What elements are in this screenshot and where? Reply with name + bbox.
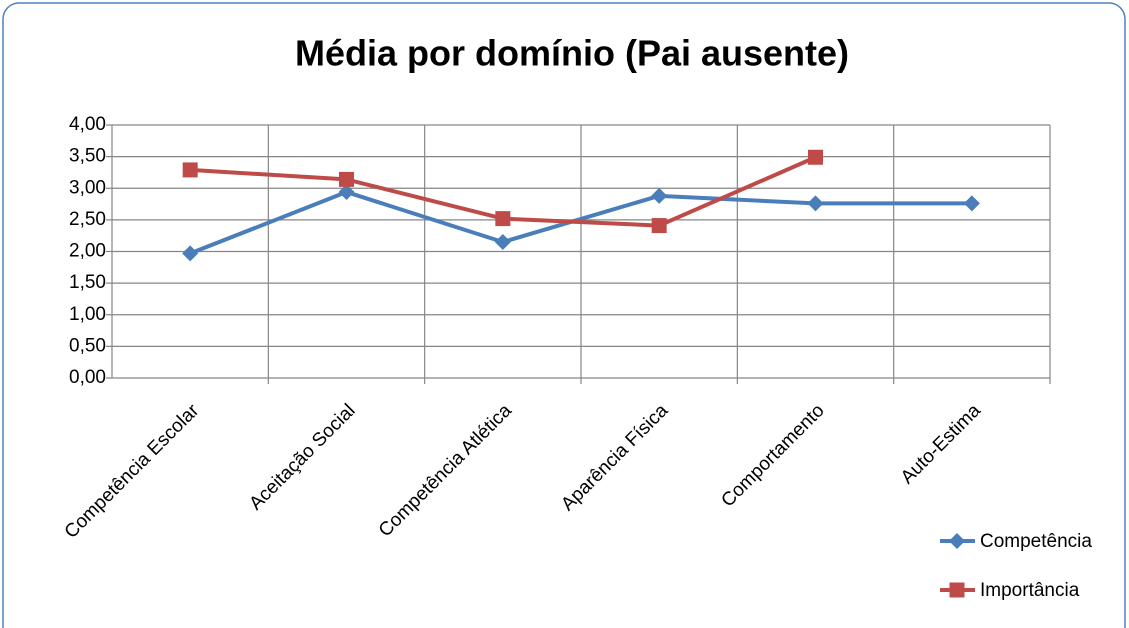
data-point	[494, 234, 511, 251]
y-tick-label: 2,50	[69, 209, 106, 230]
y-tick-label: 0,50	[69, 335, 106, 356]
data-point	[495, 211, 511, 227]
y-tick-label: 1,50	[69, 272, 106, 293]
legend-marker	[949, 533, 965, 549]
y-tick-label: 3,00	[69, 177, 106, 198]
legend-marker	[949, 582, 965, 598]
data-point	[182, 162, 198, 178]
data-point	[182, 245, 199, 262]
y-tick-label: 2,00	[69, 241, 106, 262]
data-point	[808, 149, 823, 165]
data-point	[651, 187, 668, 204]
y-tick-label: 4,00	[69, 114, 106, 135]
data-point	[338, 184, 355, 201]
data-point	[651, 218, 667, 234]
data-point	[807, 195, 824, 212]
legend-label: Importância	[980, 580, 1080, 601]
y-tick-label: 1,00	[69, 304, 106, 325]
series-line	[189, 190, 972, 256]
legend-label: Competência	[980, 531, 1092, 552]
data-point	[963, 195, 980, 212]
y-tick-label: 3,50	[69, 146, 106, 167]
chart-title: Média por domínio (Pai ausente)	[295, 33, 849, 74]
y-tick-label: 0,00	[69, 367, 106, 388]
data-point	[339, 171, 354, 187]
